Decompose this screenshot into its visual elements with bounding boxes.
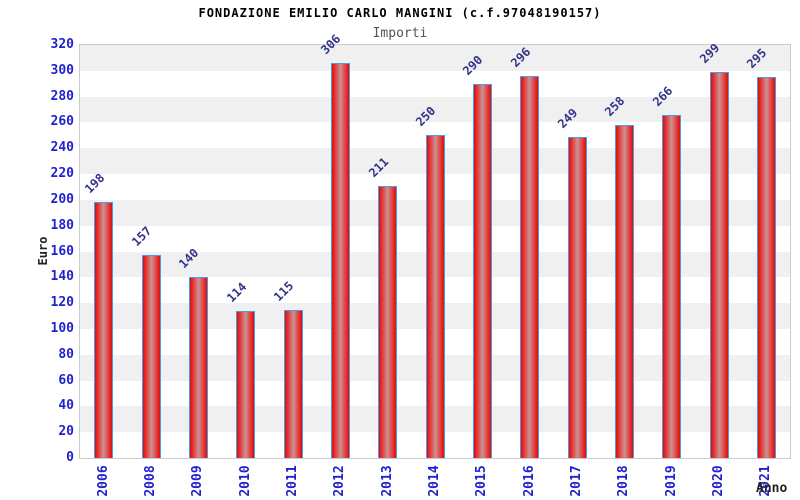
bar-2013: [378, 185, 398, 458]
x-tick-label: 2010: [237, 465, 253, 497]
bar-2017: [567, 136, 587, 458]
x-tick-label: 2019: [663, 465, 679, 497]
y-tick-label: 60: [58, 372, 74, 388]
bar-2015: [472, 83, 492, 458]
y-tick-label: 140: [50, 269, 74, 285]
y-tick-label: 220: [50, 166, 74, 182]
x-tick-label: 2006: [95, 465, 111, 497]
bar-2012: [330, 63, 350, 458]
bar-2018: [614, 125, 634, 458]
y-tick-label: 280: [50, 88, 74, 104]
y-tick-label: 120: [50, 295, 74, 311]
y-tick-label: 180: [50, 217, 74, 233]
x-axis-title: Anno: [756, 481, 788, 496]
bar-2019: [662, 114, 682, 458]
bar-2009: [188, 277, 208, 458]
x-tick-label: 2016: [521, 465, 537, 497]
x-tick-label: 2020: [711, 465, 726, 497]
x-tick-label: 2008: [143, 465, 158, 497]
bar-2008: [141, 255, 161, 458]
bar-2010: [236, 310, 256, 458]
chart-title: FONDAZIONE EMILIO CARLO MANGINI (c.f.970…: [198, 6, 602, 20]
y-tick-label: 80: [58, 346, 74, 362]
chart-subtitle: Importi: [372, 26, 428, 41]
x-tick-label: 2017: [569, 465, 584, 497]
y-tick-label: 0: [66, 450, 74, 465]
y-tick-label: 100: [50, 320, 74, 336]
y-tick-label: 200: [50, 191, 74, 207]
y-tick-label: 260: [50, 114, 74, 130]
y-tick-label: 20: [58, 424, 74, 440]
x-tick-label: 2013: [379, 465, 395, 497]
grid-band: [80, 70, 790, 97]
y-tick-label: 320: [50, 37, 74, 52]
y-tick-label: 40: [58, 398, 74, 414]
grid-band: [80, 45, 790, 71]
bar-2014: [425, 135, 445, 458]
bar-2011: [283, 309, 303, 458]
x-tick-label: 2009: [190, 465, 206, 497]
bar-2021: [756, 77, 776, 458]
y-tick-label: 300: [50, 62, 74, 78]
y-tick-label: 240: [50, 140, 74, 156]
bar-2020: [709, 72, 729, 458]
bar-2016: [520, 75, 540, 458]
x-tick-label: 2011: [285, 465, 300, 497]
x-tick-label: 2014: [427, 465, 442, 497]
bar-2006: [94, 202, 114, 458]
x-tick-label: 2015: [474, 465, 490, 497]
x-tick-label: 2018: [616, 465, 632, 497]
y-tick-label: 160: [50, 243, 74, 259]
x-tick-label: 2012: [332, 465, 348, 497]
